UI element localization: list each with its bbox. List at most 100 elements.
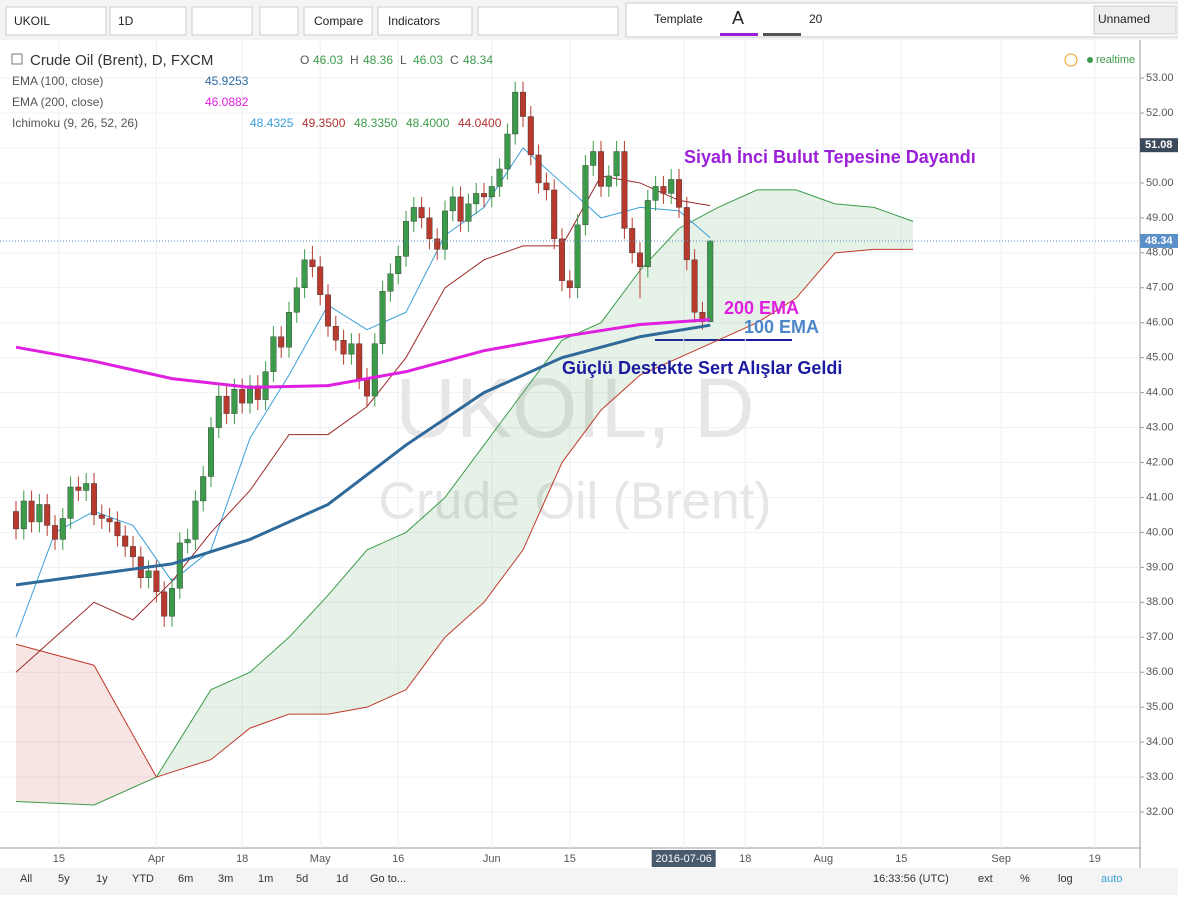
x-tick-label: Apr: [148, 853, 165, 865]
indicator-value: 48.4325: [250, 116, 294, 130]
chart-style[interactable]: [191, 6, 253, 36]
candle-body: [285, 312, 292, 348]
candle-body: [114, 521, 121, 537]
candle-body: [652, 186, 659, 201]
candle-body: [371, 343, 378, 397]
indicators[interactable]: Indicators: [388, 14, 440, 28]
candle-body: [403, 221, 410, 257]
cloud: [796, 189, 836, 299]
range-button[interactable]: 5d: [296, 873, 308, 885]
candle-body: [559, 238, 566, 281]
pen-color[interactable]: [763, 33, 801, 36]
candle-body: [605, 175, 612, 187]
candle-body: [51, 525, 58, 540]
y-tick-label: 45.00: [1146, 352, 1174, 364]
price-tag-label: 51.08: [1145, 139, 1173, 151]
compare[interactable]: Compare: [314, 14, 364, 28]
template[interactable]: Template: [654, 12, 703, 26]
y-tick-label: 35.00: [1146, 701, 1174, 713]
ohlc-value: 46.03: [313, 53, 343, 67]
option-button[interactable]: %: [1020, 873, 1030, 885]
candle-body: [293, 287, 300, 313]
y-tick-label: 48.00: [1146, 247, 1174, 259]
y-tick-label: 34.00: [1146, 736, 1174, 748]
cloud: [406, 497, 446, 690]
symbol[interactable]: UKOIL: [14, 14, 50, 28]
x-tick-label: 15: [895, 853, 907, 865]
cloud: [874, 207, 914, 250]
date-highlight: [651, 850, 716, 867]
range-button[interactable]: 6m: [178, 873, 193, 885]
indicator-value: 44.0400: [458, 116, 502, 130]
candle-body: [481, 193, 488, 198]
candle-body: [215, 395, 222, 428]
layout[interactable]: Unnamed: [1098, 12, 1150, 26]
y-tick-label: 37.00: [1146, 631, 1174, 643]
range-button[interactable]: 3m: [218, 873, 233, 885]
indicator-value: 46.0882: [205, 95, 249, 109]
candle-body: [122, 535, 129, 547]
cloud: [835, 203, 875, 253]
option-button[interactable]: log: [1058, 873, 1073, 885]
range-button[interactable]: YTD: [132, 873, 154, 885]
candle-body: [520, 91, 527, 117]
range-button[interactable]: All: [20, 873, 32, 885]
compare-box[interactable]: [303, 6, 373, 36]
range-button[interactable]: Go to...: [370, 873, 406, 885]
candle-body: [207, 427, 214, 477]
ema-200: [15, 318, 711, 389]
candle-body: [621, 151, 628, 229]
y-tick-label: 38.00: [1146, 596, 1174, 608]
option-button[interactable]: ext: [978, 873, 993, 885]
indicator-name: Ichimoku (9, 26, 52, 26): [12, 116, 138, 130]
candle-body: [332, 326, 339, 341]
candle-body: [676, 179, 683, 208]
candle-body: [363, 378, 370, 397]
x-tick-label: May: [310, 853, 331, 865]
interval[interactable]: 1D: [118, 14, 134, 28]
font-size[interactable]: 20: [809, 12, 823, 26]
candle-body: [410, 207, 417, 222]
text-color[interactable]: [720, 33, 758, 36]
candle-body: [75, 486, 82, 491]
option-button[interactable]: auto: [1101, 873, 1122, 885]
drawing-toolbar: [625, 2, 1178, 38]
candle-body: [153, 570, 160, 593]
candle-body: [683, 207, 690, 261]
candle-body: [660, 186, 667, 194]
layout-box[interactable]: [1093, 5, 1177, 35]
price-tag: [1140, 138, 1178, 153]
x-tick-label: 15: [564, 853, 576, 865]
indicators-box[interactable]: [377, 6, 473, 36]
candle-body: [473, 193, 480, 205]
candle-body: [348, 343, 355, 355]
y-tick-label: 42.00: [1146, 456, 1174, 468]
range-button[interactable]: 5y: [58, 873, 70, 885]
cloud: [288, 595, 328, 715]
candle-body: [527, 116, 534, 156]
y-tick-label: 47.00: [1146, 282, 1174, 294]
indicator-name: EMA (100, close): [12, 74, 103, 88]
indicator-value: 48.4000: [406, 116, 450, 130]
y-tick-label: 46.00: [1146, 317, 1174, 329]
y-tick-label: 40.00: [1146, 526, 1174, 538]
y-tick-label: 49.00: [1146, 212, 1174, 224]
interval-box[interactable]: [109, 6, 187, 36]
candle-body: [566, 280, 573, 288]
chart-title: Crude Oil (Brent), D, FXCM: [30, 52, 213, 69]
settings[interactable]: [259, 6, 299, 36]
symbol-box[interactable]: [5, 6, 107, 36]
candle-body: [512, 91, 519, 135]
x-tick-label: Aug: [814, 853, 834, 865]
font-icon[interactable]: A: [732, 8, 744, 28]
y-tick-label: 43.00: [1146, 421, 1174, 433]
cloud: [366, 532, 407, 708]
range-button[interactable]: 1y: [96, 873, 108, 885]
candle-body: [379, 291, 386, 344]
candle-body: [36, 504, 43, 523]
tools[interactable]: [477, 6, 619, 36]
candle-body: [426, 217, 433, 240]
candle-body: [551, 189, 558, 240]
range-button[interactable]: 1m: [258, 873, 273, 885]
range-button[interactable]: 1d: [336, 873, 348, 885]
